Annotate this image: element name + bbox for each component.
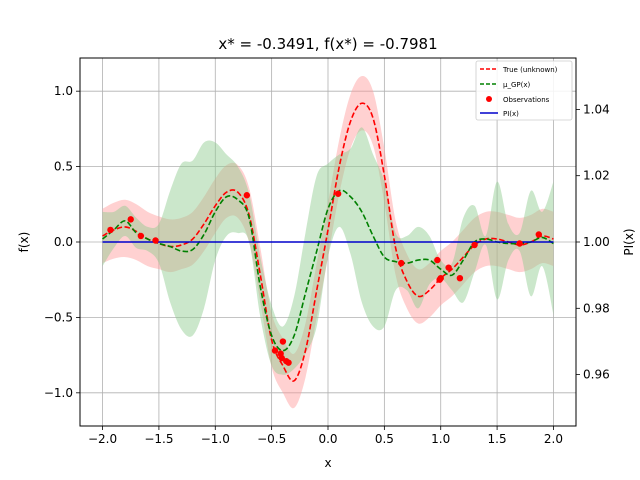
series-lines [102, 102, 554, 382]
x-tick-label: 1.5 [488, 432, 507, 446]
y-axis-label: f(x) [17, 232, 31, 253]
right-y-axis-ticks: 0.96 0.98 1.00 1.02 1.04 [576, 102, 610, 382]
gp-uncertainty-band [102, 127, 554, 375]
legend-swatch-observations [486, 96, 492, 102]
x-tick-label: −2.0 [88, 432, 117, 446]
observation-points [107, 190, 542, 366]
legend-label-true: True (unknown) [502, 66, 558, 74]
x-axis-ticks: −2.0 −1.5 −1.0 −0.5 0.0 0.5 1.0 1.5 2.0 [88, 426, 563, 446]
observation-point [456, 274, 464, 282]
right-y-tick-label: 1.02 [583, 169, 610, 183]
gp-mean-line [102, 189, 554, 352]
observation-point [278, 354, 285, 362]
legend-label-pi: PI(x) [503, 110, 519, 118]
observation-point [243, 192, 251, 199]
y-tick-label: 0.0 [54, 235, 73, 249]
observation-point [279, 338, 287, 345]
observation-point [437, 274, 444, 282]
right-y-tick-label: 1.00 [583, 235, 610, 249]
observation-point [271, 347, 279, 354]
observation-point [137, 232, 145, 240]
right-y-axis-label: PI(x) [622, 228, 636, 255]
x-axis-label: x [324, 456, 331, 470]
y-tick-label: 0.5 [54, 160, 73, 174]
observation-point [445, 264, 452, 271]
x-tick-label: 0.5 [375, 432, 394, 446]
observation-point [127, 216, 134, 223]
observation-point [398, 259, 405, 267]
observation-point [434, 256, 441, 264]
observation-point [535, 231, 542, 238]
legend-label-gp: μ_GP(x) [503, 81, 530, 89]
observation-point [471, 241, 478, 249]
observation-point [152, 237, 159, 244]
observation-point [107, 226, 114, 234]
y-tick-label: 1.0 [54, 84, 73, 98]
observation-point [516, 240, 523, 247]
legend-label-observations: Observations [503, 96, 550, 104]
observation-point [285, 359, 292, 366]
true-function-line [102, 102, 554, 382]
x-tick-label: −1.5 [144, 432, 173, 446]
legend-box [475, 60, 573, 121]
right-y-tick-label: 0.98 [583, 301, 610, 315]
x-tick-label: 0.0 [318, 432, 337, 446]
legend: True (unknown) μ_GP(x) Observations PI(x… [475, 60, 573, 121]
x-tick-label: 1.0 [431, 432, 450, 446]
y-tick-label: −1.0 [44, 386, 73, 400]
right-y-tick-label: 1.04 [583, 102, 610, 116]
chart-title: x* = -0.3491, f(x*) = -0.7981 [218, 35, 437, 53]
y-tick-label: −0.5 [44, 310, 73, 324]
x-tick-label: −1.0 [201, 432, 230, 446]
x-tick-label: −0.5 [257, 432, 286, 446]
right-y-tick-label: 0.96 [583, 368, 610, 382]
x-tick-label: 2.0 [544, 432, 563, 446]
observation-point [334, 190, 342, 197]
y-axis-ticks: −1.0 −0.5 0.0 0.5 1.0 [44, 84, 80, 400]
